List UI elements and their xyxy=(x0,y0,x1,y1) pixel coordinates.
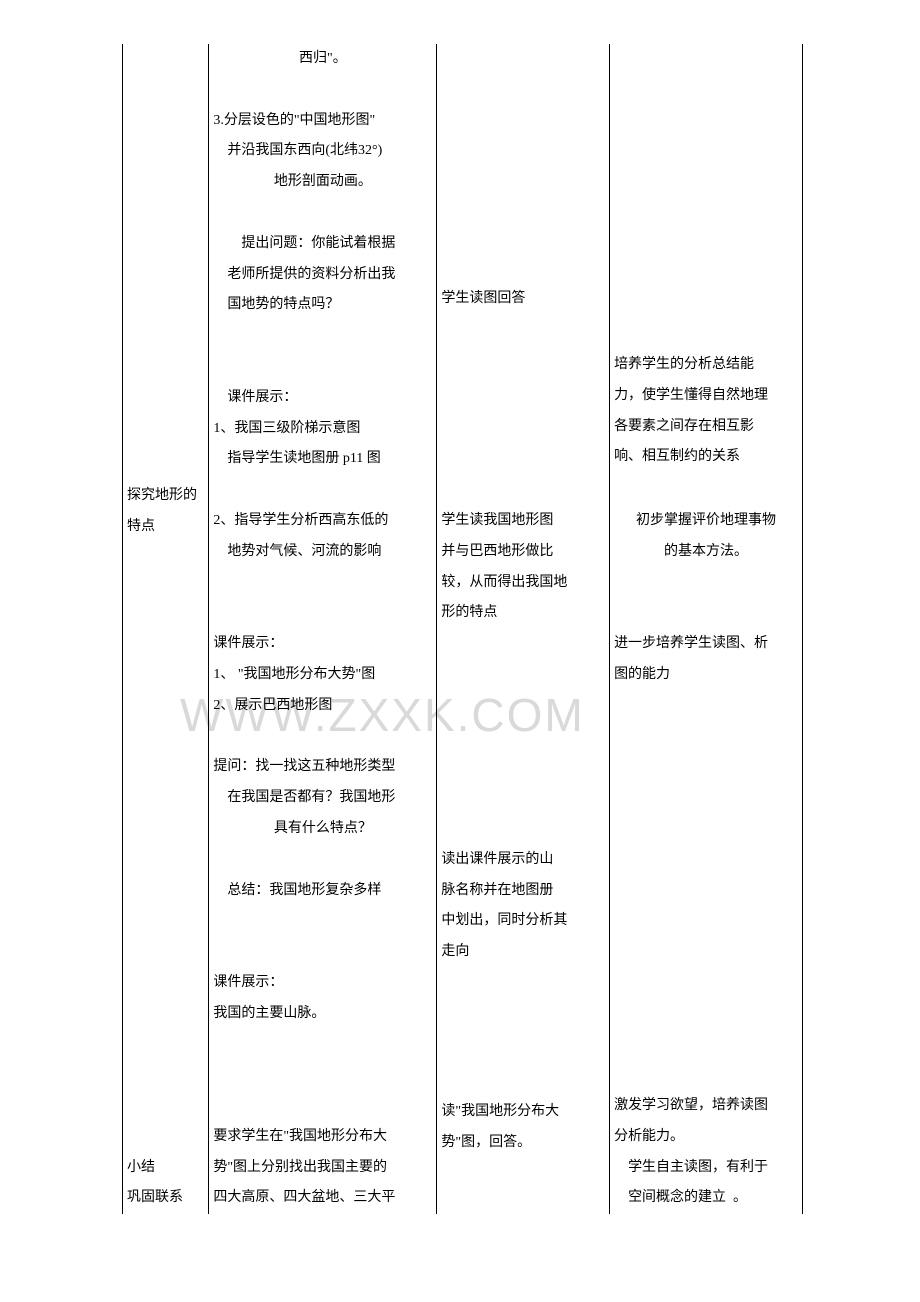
text-line: 走向 xyxy=(441,937,605,968)
text-line xyxy=(213,937,432,968)
text-line: 2、指导学生分析西高东低的 xyxy=(213,506,432,537)
text-line: 形的特点 xyxy=(441,598,605,629)
text-line: 小结 xyxy=(127,1153,204,1184)
text-line: 激发学习欲望，培养读图 xyxy=(614,1091,798,1122)
text-line: 脉名称并在地图册 xyxy=(441,876,605,907)
text-line xyxy=(213,845,432,876)
text-line xyxy=(213,352,432,383)
text-line: 培养学生的分析总结能 xyxy=(614,350,798,381)
text-line: 具有什么特点？ xyxy=(213,814,432,845)
text-line: 初步掌握评价地理事物 xyxy=(614,506,798,537)
text-line: 特点 xyxy=(127,512,204,543)
cell-r2c2: 课件展示： 1、我国三级阶梯示意图 指导学生读地图册 p11 图 xyxy=(209,321,437,475)
cell-r2c2b: 2、指导学生分析西高东低的 地势对气候、河流的影响 课件展示： 1、 "我国地形… xyxy=(209,475,437,1091)
text-line: 1、我国三级阶梯示意图 xyxy=(213,414,432,445)
text-line: 进一步培养学生读图、析 xyxy=(614,629,798,660)
text-line: 学生自主读图，有利于 xyxy=(614,1153,798,1184)
text-line: 2、展示巴西地形图 xyxy=(213,691,432,722)
text-line xyxy=(441,475,605,506)
text-line: 在我国是否都有？我国地形 xyxy=(213,783,432,814)
lesson-table: 西归"。 3.分层设色的"中国地形图" 并沿我国东西向(北纬32°) 地形剖面动… xyxy=(122,44,803,1214)
text-line: 空间概念的建立 。 xyxy=(614,1183,798,1214)
text-line: 地势对气候、河流的影响 xyxy=(213,537,432,568)
cell-r3c2: 要求学生在"我国地形分布大 势"图上分别找出我国主要的 四大高原、四大盆地、三大… xyxy=(209,1091,437,1214)
text-line xyxy=(441,660,605,691)
cell-r1c2: 西归"。 3.分层设色的"中国地形图" 并沿我国东西向(北纬32°) 地形剖面动… xyxy=(209,44,437,321)
text-line: 课件展示： xyxy=(213,383,432,414)
cell-r3c4: 激发学习欲望，培养读图 分析能力。 学生自主读图，有利于 空间概念的建立 。 xyxy=(610,1091,803,1214)
text-line: 老师所提供的资料分析出我 xyxy=(213,260,432,291)
text-line: 国地势的特点吗？ xyxy=(213,290,432,321)
text-line xyxy=(213,722,432,753)
text-line xyxy=(441,783,605,814)
text-line xyxy=(441,629,605,660)
text-line: 3.分层设色的"中国地形图" xyxy=(213,106,432,137)
text-line: 指导学生读地图册 p11 图 xyxy=(213,444,432,475)
text-line xyxy=(213,321,432,352)
text-line: 要求学生在"我国地形分布大 xyxy=(213,1122,432,1153)
cell-r3c3: 读"我国地形分布大 势"图，回答。 xyxy=(437,1091,610,1214)
text-line xyxy=(213,198,432,229)
text-line: 并与巴西地形做比 xyxy=(441,537,605,568)
page: WWW.ZXXK.COM 西归"。 3.分层设色的"中国地形图" 并沿我国东西向… xyxy=(0,0,920,1302)
text-line: 的基本方法。 xyxy=(614,537,798,568)
text-line xyxy=(213,906,432,937)
text-line: 学生读我国地形图 xyxy=(441,506,605,537)
text-line: 较，从而得出我国地 xyxy=(441,568,605,599)
table-row: 西归"。 3.分层设色的"中国地形图" 并沿我国东西向(北纬32°) 地形剖面动… xyxy=(123,44,803,321)
text-line: 读"我国地形分布大 xyxy=(441,1097,605,1128)
text-line: 图的能力 xyxy=(614,660,798,691)
text-line: 课件展示： xyxy=(213,968,432,999)
text-line: 势"图，回答。 xyxy=(441,1128,605,1159)
text-line: 四大高原、四大盆地、三大平 xyxy=(213,1183,432,1214)
text-line: 学生读图回答 xyxy=(441,291,525,306)
table-row: 探究地形的 特点 2、指导学生分析西高东低的 地势对气候、河流的影响 课件展示：… xyxy=(123,475,803,1091)
text-line xyxy=(213,475,432,506)
text-line xyxy=(441,752,605,783)
text-line: 中划出，同时分析其 xyxy=(441,906,605,937)
text-line xyxy=(213,598,432,629)
text-line: 1、 "我国地形分布大势"图 xyxy=(213,660,432,691)
table-row: 小结 巩固联系 要求学生在"我国地形分布大 势"图上分别找出我国主要的 四大高原… xyxy=(123,1091,803,1214)
cell-r3c1: 小结 巩固联系 xyxy=(123,1091,209,1214)
text-line: 巩固联系 xyxy=(127,1183,204,1214)
text-line xyxy=(213,568,432,599)
text-line: 响、相互制约的关系 xyxy=(614,442,798,473)
text-line xyxy=(614,598,798,629)
text-line: 总结：我国地形复杂多样 xyxy=(213,876,432,907)
cell-r2c3-blank xyxy=(437,321,610,475)
text-line: 西归"。 xyxy=(213,44,432,75)
text-line: 分析能力。 xyxy=(614,1122,798,1153)
text-line: 并沿我国东西向(北纬32°) xyxy=(213,136,432,167)
cell-r1c3: 学生读图回答 xyxy=(437,44,610,321)
text-line xyxy=(614,475,798,506)
cell-r2c1: 探究地形的 特点 xyxy=(123,475,209,1091)
text-line xyxy=(441,691,605,722)
text-line: 探究地形的 xyxy=(127,481,204,512)
text-line xyxy=(213,1030,432,1061)
cell-r1c4: 培养学生的分析总结能 力，使学生懂得自然地理 各要素之间存在相互影 响、相互制约… xyxy=(610,44,803,475)
text-line xyxy=(213,1060,432,1091)
text-line: 地形剖面动画。 xyxy=(213,167,432,198)
text-line: 势"图上分别找出我国主要的 xyxy=(213,1153,432,1184)
text-line xyxy=(614,568,798,599)
text-line xyxy=(213,75,432,106)
text-line: 各要素之间存在相互影 xyxy=(614,412,798,443)
text-line: 提出问题：你能试着根据 xyxy=(213,229,432,260)
text-line: 提问：找一找这五种地形类型 xyxy=(213,752,432,783)
text-line xyxy=(441,722,605,753)
text-line: 我国的主要山脉。 xyxy=(213,999,432,1030)
cell-r1c1-empty xyxy=(123,44,209,475)
text-line xyxy=(441,814,605,845)
cell-r2c4: 初步掌握评价地理事物 的基本方法。 进一步培养学生读图、析 图的能力 xyxy=(610,475,803,1091)
cell-r2c3: 学生读我国地形图 并与巴西地形做比 较，从而得出我国地 形的特点 读出课件展示的… xyxy=(437,475,610,1091)
text-line: 力，使学生懂得自然地理 xyxy=(614,381,798,412)
text-line: 读出课件展示的山 xyxy=(441,845,605,876)
text-line: 课件展示： xyxy=(213,629,432,660)
